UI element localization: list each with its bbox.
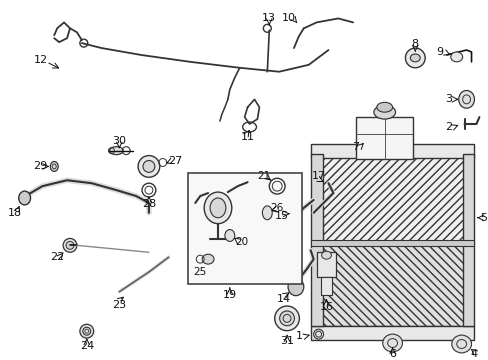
Text: 13: 13 (262, 13, 276, 23)
Ellipse shape (450, 52, 462, 62)
Text: 20: 20 (235, 237, 248, 247)
Ellipse shape (19, 191, 30, 205)
Ellipse shape (138, 156, 160, 177)
Text: 22: 22 (50, 252, 64, 262)
Text: 26: 26 (270, 203, 283, 213)
Ellipse shape (224, 230, 234, 242)
Bar (355, 117, 412, 158)
Text: 15: 15 (275, 211, 288, 221)
Ellipse shape (321, 251, 331, 259)
Bar (188, 173, 301, 284)
Text: 2: 2 (445, 122, 451, 132)
Text: 11: 11 (240, 132, 254, 142)
Ellipse shape (80, 324, 94, 338)
Bar (318, 242, 466, 326)
Ellipse shape (287, 278, 303, 296)
Ellipse shape (66, 242, 74, 249)
Ellipse shape (405, 48, 424, 68)
Text: 27: 27 (168, 156, 183, 166)
Ellipse shape (142, 161, 155, 172)
Text: 18: 18 (8, 208, 22, 218)
Text: 14: 14 (277, 294, 290, 303)
Ellipse shape (458, 90, 473, 108)
Bar (310, 144, 473, 158)
Bar (318, 154, 466, 242)
Ellipse shape (279, 311, 294, 326)
Text: 10: 10 (282, 13, 295, 23)
Ellipse shape (451, 335, 470, 353)
Text: 9: 9 (435, 47, 443, 57)
Ellipse shape (382, 334, 402, 352)
Text: 16: 16 (319, 302, 333, 311)
Bar (310, 326, 473, 340)
Ellipse shape (373, 105, 395, 119)
Ellipse shape (109, 147, 123, 154)
Text: 29: 29 (33, 161, 47, 171)
Text: 28: 28 (142, 199, 156, 209)
Text: 19: 19 (223, 290, 236, 300)
Text: 17: 17 (311, 171, 325, 181)
Text: 5: 5 (479, 213, 486, 223)
Ellipse shape (210, 198, 225, 218)
Ellipse shape (313, 329, 323, 339)
Text: 8: 8 (411, 39, 418, 49)
Text: 31: 31 (280, 336, 293, 346)
Text: 23: 23 (112, 300, 126, 310)
Text: 21: 21 (257, 171, 270, 181)
Bar (310, 154, 322, 326)
Text: 3: 3 (445, 94, 451, 104)
Text: 12: 12 (33, 55, 47, 65)
Bar (316, 252, 336, 277)
Bar (462, 154, 473, 326)
Ellipse shape (204, 192, 231, 224)
Bar (320, 277, 332, 295)
Ellipse shape (262, 206, 272, 220)
Text: 25: 25 (193, 267, 206, 277)
Ellipse shape (202, 254, 214, 264)
Ellipse shape (63, 238, 77, 252)
Text: 30: 30 (112, 136, 126, 146)
Ellipse shape (50, 162, 58, 171)
Text: 1: 1 (295, 331, 302, 341)
Text: 24: 24 (80, 341, 94, 351)
Text: 4: 4 (470, 349, 477, 359)
Text: 6: 6 (388, 349, 395, 359)
Ellipse shape (376, 102, 392, 112)
Ellipse shape (409, 54, 419, 62)
Text: 7: 7 (352, 142, 359, 152)
Bar (310, 240, 473, 246)
Ellipse shape (274, 306, 299, 331)
